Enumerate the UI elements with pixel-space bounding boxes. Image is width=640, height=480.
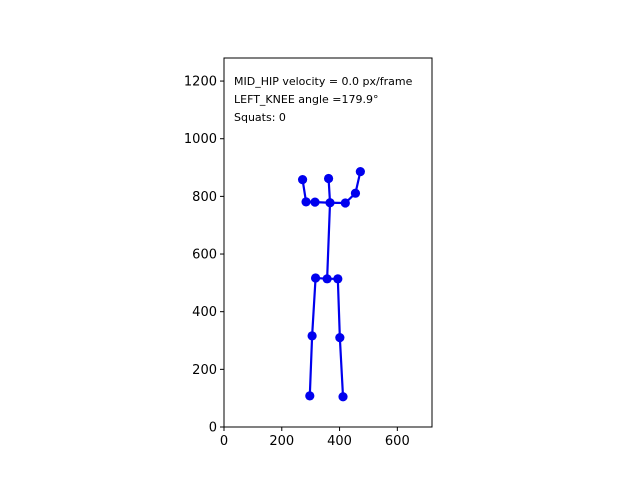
annotation-squat-count: Squats: 0 <box>234 111 286 124</box>
data-point <box>350 188 361 198</box>
x-tick-label: 600 <box>385 434 410 449</box>
data-point <box>322 274 332 284</box>
data-point <box>340 198 350 208</box>
axes-frame <box>223 57 433 428</box>
y-tick-label: 1000 <box>184 132 217 147</box>
y-tick-label: 1200 <box>184 75 217 90</box>
data-point <box>335 333 345 343</box>
x-axis-ticks: 0 200 400 600 <box>220 427 410 449</box>
annotation-knee-angle: LEFT_KNEE angle =179.9° <box>234 93 379 106</box>
y-axis-ticks: 0 200 400 600 800 1000 1200 <box>184 75 224 436</box>
skeleton-segment <box>326 201 332 280</box>
data-point <box>310 197 320 207</box>
y-tick-label: 800 <box>192 190 217 205</box>
skeleton-segment <box>311 276 317 338</box>
annotation-velocity: MID_HIP velocity = 0.0 px/frame <box>234 75 413 88</box>
skeleton-segment <box>336 277 341 339</box>
data-point <box>323 173 334 184</box>
x-tick-label: 400 <box>327 434 352 449</box>
y-tick-label: 0 <box>209 421 217 436</box>
y-tick-label: 600 <box>192 248 217 263</box>
data-point <box>333 274 343 284</box>
data-point <box>310 273 321 283</box>
skeleton-points <box>297 166 365 402</box>
skeleton-segment <box>338 336 345 398</box>
data-point <box>338 392 348 402</box>
data-point <box>355 166 365 177</box>
data-point <box>307 331 317 341</box>
x-tick-label: 200 <box>269 434 294 449</box>
x-tick-label: 0 <box>220 434 228 449</box>
y-tick-label: 200 <box>192 363 217 378</box>
data-point <box>301 197 311 207</box>
data-point <box>297 175 308 185</box>
data-point <box>325 198 335 208</box>
y-tick-label: 400 <box>192 305 217 320</box>
skeleton-segment <box>308 334 314 397</box>
data-point <box>305 391 315 401</box>
annotations: MID_HIP velocity = 0.0 px/frame LEFT_KNE… <box>234 75 413 124</box>
